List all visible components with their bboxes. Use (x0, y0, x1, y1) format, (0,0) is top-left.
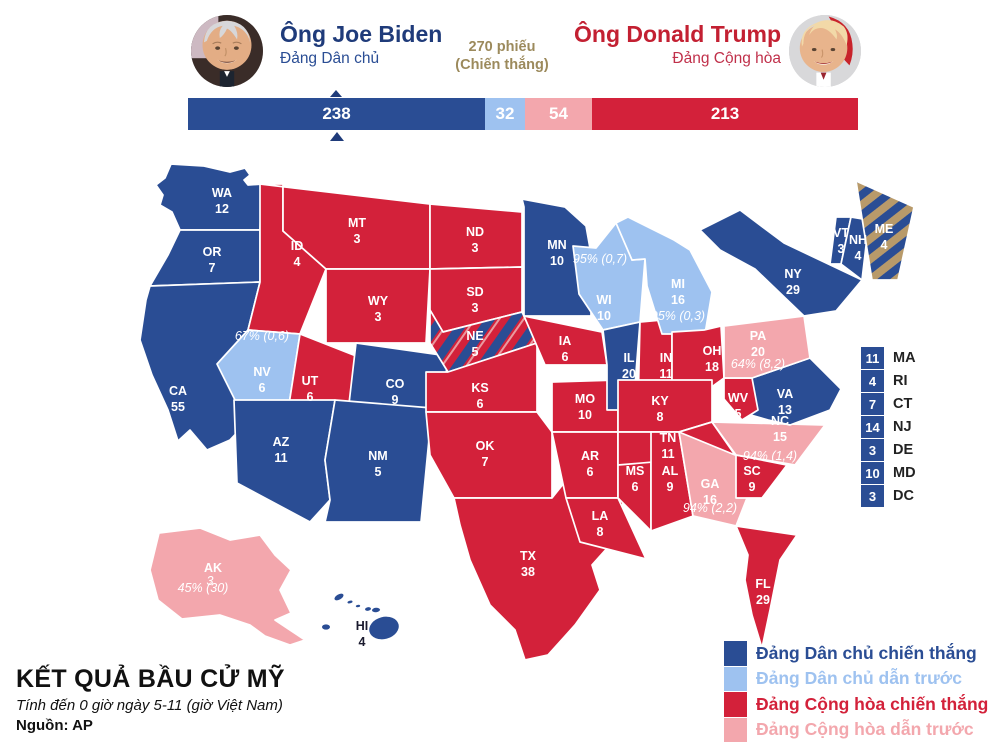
svg-text:MT: MT (348, 216, 366, 230)
svg-text:ND: ND (466, 225, 484, 239)
svg-text:7: 7 (482, 455, 489, 469)
svg-text:4: 4 (359, 635, 366, 649)
svg-text:55: 55 (171, 400, 185, 414)
svg-text:4: 4 (881, 238, 888, 252)
svg-text:LA: LA (592, 509, 609, 523)
svg-text:NV: NV (253, 365, 271, 379)
svg-text:3: 3 (354, 232, 361, 246)
svg-text:TN: TN (660, 431, 677, 445)
svg-text:FL: FL (755, 577, 771, 591)
svg-text:AZ: AZ (273, 435, 290, 449)
svg-text:VT: VT (833, 226, 849, 240)
svg-text:AR: AR (581, 449, 599, 463)
svg-text:IN: IN (660, 351, 673, 365)
svg-text:95% (0,7): 95% (0,7) (573, 252, 627, 266)
svg-text:67% (0,6): 67% (0,6) (235, 329, 289, 343)
svg-text:OR: OR (203, 245, 222, 259)
svg-text:6: 6 (562, 350, 569, 364)
svg-text:29: 29 (756, 593, 770, 607)
svg-text:CO: CO (386, 377, 405, 391)
svg-text:WI: WI (596, 293, 611, 307)
svg-text:OK: OK (476, 439, 495, 453)
svg-text:18: 18 (705, 360, 719, 374)
svg-text:SC: SC (743, 464, 760, 478)
svg-text:6: 6 (477, 397, 484, 411)
svg-text:AL: AL (662, 464, 679, 478)
svg-text:CA: CA (169, 384, 187, 398)
svg-text:45% (30): 45% (30) (178, 581, 229, 595)
svg-text:5: 5 (472, 345, 479, 359)
svg-text:VA: VA (777, 387, 793, 401)
svg-text:WY: WY (368, 294, 389, 308)
svg-text:13: 13 (778, 403, 792, 417)
svg-text:9: 9 (392, 393, 399, 407)
svg-text:9: 9 (667, 480, 674, 494)
svg-text:3: 3 (472, 241, 479, 255)
svg-text:NY: NY (784, 267, 802, 281)
svg-text:7: 7 (209, 261, 216, 275)
svg-text:WV: WV (728, 391, 749, 405)
svg-text:16: 16 (671, 293, 685, 307)
svg-text:TX: TX (520, 549, 537, 563)
svg-text:94% (1,4): 94% (1,4) (743, 449, 797, 463)
svg-text:3: 3 (472, 301, 479, 315)
svg-text:94% (2,2): 94% (2,2) (683, 501, 737, 515)
svg-text:ME: ME (875, 222, 894, 236)
svg-text:15: 15 (773, 430, 787, 444)
svg-text:10: 10 (550, 254, 564, 268)
svg-text:5: 5 (735, 407, 742, 421)
svg-text:NH: NH (849, 233, 867, 247)
svg-text:8: 8 (657, 410, 664, 424)
svg-text:4: 4 (855, 249, 862, 263)
svg-text:WA: WA (212, 186, 232, 200)
svg-text:11: 11 (274, 451, 287, 465)
svg-text:KS: KS (471, 381, 488, 395)
svg-text:MS: MS (626, 464, 645, 478)
svg-text:95% (0,3): 95% (0,3) (651, 309, 705, 323)
svg-text:MO: MO (575, 392, 595, 406)
svg-text:IL: IL (623, 351, 634, 365)
svg-text:MI: MI (671, 277, 685, 291)
svg-text:AK: AK (204, 561, 222, 575)
svg-text:3: 3 (838, 242, 845, 256)
svg-text:GA: GA (701, 477, 720, 491)
svg-text:3: 3 (375, 310, 382, 324)
svg-text:6: 6 (307, 390, 314, 404)
svg-text:8: 8 (597, 525, 604, 539)
svg-text:ID: ID (291, 239, 304, 253)
svg-text:NE: NE (466, 329, 483, 343)
svg-text:NM: NM (368, 449, 387, 463)
svg-text:11: 11 (661, 447, 674, 461)
svg-text:10: 10 (578, 408, 592, 422)
svg-text:9: 9 (749, 480, 756, 494)
svg-text:KY: KY (651, 394, 669, 408)
svg-text:6: 6 (632, 480, 639, 494)
svg-text:12: 12 (215, 202, 229, 216)
svg-text:PA: PA (750, 329, 766, 343)
svg-text:10: 10 (597, 309, 611, 323)
svg-text:SD: SD (466, 285, 483, 299)
svg-text:29: 29 (786, 283, 800, 297)
svg-text:64% (8,2): 64% (8,2) (731, 357, 785, 371)
svg-text:11: 11 (659, 367, 672, 381)
svg-text:6: 6 (587, 465, 594, 479)
svg-text:4: 4 (294, 255, 301, 269)
svg-text:6: 6 (259, 381, 266, 395)
svg-text:HI: HI (356, 619, 369, 633)
svg-text:20: 20 (622, 367, 636, 381)
svg-text:MN: MN (547, 238, 566, 252)
svg-text:IA: IA (559, 334, 572, 348)
svg-text:OH: OH (703, 344, 722, 358)
svg-text:38: 38 (521, 565, 535, 579)
svg-text:5: 5 (375, 465, 382, 479)
svg-text:UT: UT (302, 374, 319, 388)
